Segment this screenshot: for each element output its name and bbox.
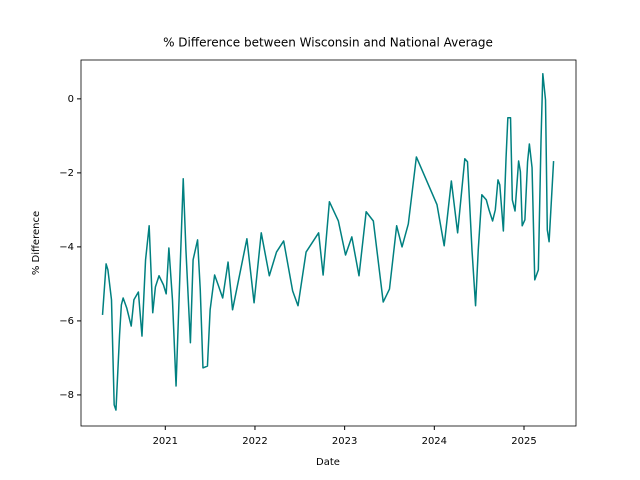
series-line (101, 72, 555, 411)
x-axis-label: Date (316, 457, 340, 468)
y-tick-label: −8 (59, 390, 74, 401)
x-tick-label: 2022 (242, 436, 267, 447)
x-tick-label: 2025 (511, 436, 536, 447)
x-tick-label: 2021 (153, 436, 178, 447)
y-tick-label: 0 (68, 94, 74, 105)
y-tick-label: −2 (59, 168, 74, 179)
plot-frame (80, 59, 577, 427)
y-tick-label: −4 (59, 242, 74, 253)
x-tick-label: 2023 (332, 436, 357, 447)
chart-title: % Difference between Wisconsin and Natio… (163, 36, 493, 50)
y-axis-label: % Difference (31, 211, 42, 275)
y-tick-label: −6 (59, 316, 74, 327)
x-tick-label: 2024 (422, 436, 447, 447)
